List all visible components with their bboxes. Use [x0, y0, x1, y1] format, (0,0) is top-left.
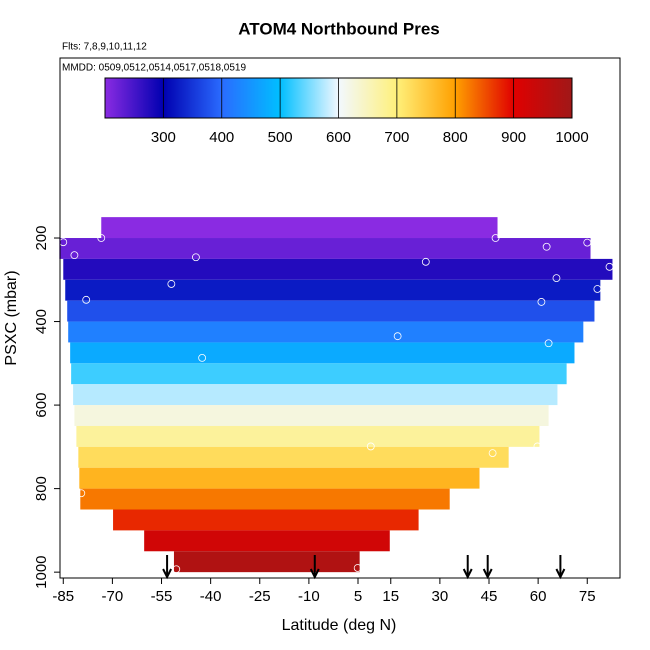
arrow-head	[309, 568, 320, 580]
band	[80, 488, 450, 510]
flight-arrow	[482, 555, 493, 580]
x-tick-label: 45	[481, 588, 498, 605]
sample-point	[167, 280, 176, 288]
colorbar-tick-label: 600	[326, 129, 351, 146]
x-tick-label: -10	[298, 588, 320, 605]
subtitle: MMDD: 0509,0512,0514,0517,0518,0519	[62, 63, 246, 74]
sample-point	[593, 285, 602, 293]
arrow-head	[462, 568, 473, 580]
band	[79, 467, 480, 489]
x-tick-label: -85	[52, 588, 74, 605]
band	[65, 279, 601, 301]
sample-point	[82, 295, 91, 304]
band	[101, 217, 498, 239]
sample-point	[97, 234, 106, 242]
colorbar-tick-label: 500	[268, 129, 293, 146]
band	[67, 300, 595, 322]
subtitle: Flts: 7,8,9,10,11,12	[62, 42, 147, 53]
colorbar-tick-label: 1000	[555, 129, 588, 146]
band	[144, 530, 390, 552]
plot-frame	[59, 57, 621, 579]
flight-arrow	[309, 555, 320, 580]
band	[63, 258, 613, 280]
sample-point	[353, 564, 362, 572]
flight-arrow	[555, 555, 566, 580]
sample-point	[552, 274, 561, 283]
sample-point	[488, 449, 497, 458]
y-tick-label: 200	[33, 226, 50, 251]
band	[68, 321, 584, 343]
band	[173, 551, 360, 573]
y-tick-label: 400	[33, 309, 50, 334]
x-tick-label: 5	[354, 588, 362, 605]
arrow-head	[162, 568, 172, 580]
band	[78, 446, 509, 468]
sample-point	[198, 353, 207, 362]
x-tick-label: -70	[102, 588, 124, 605]
band	[76, 425, 540, 447]
x-tick-label: 75	[579, 588, 596, 605]
sample-point	[172, 565, 181, 574]
band	[74, 405, 549, 426]
x-tick-label: 60	[530, 588, 547, 605]
band	[73, 384, 558, 406]
y-tick-label: 800	[33, 476, 50, 501]
x-tick-label: 30	[432, 588, 449, 605]
sample-point	[537, 298, 546, 306]
x-tick-label: -55	[151, 588, 173, 605]
colorbar-tick-label: 900	[501, 129, 526, 146]
sample-point	[192, 253, 200, 262]
x-axis-label: Latitude (deg N)	[282, 617, 397, 634]
x-tick-label: -40	[200, 588, 222, 605]
flight-arrow	[462, 555, 473, 580]
y-tick-label: 600	[33, 393, 50, 418]
band	[70, 342, 575, 364]
chart-title: ATOM4 Northbound Pres	[238, 19, 440, 38]
x-tick-label: 15	[382, 588, 399, 605]
colorbar-tick-label: 800	[443, 129, 468, 146]
arrow-head	[555, 568, 566, 580]
y-axis-label: PSXC (mbar)	[3, 270, 20, 365]
band	[71, 363, 567, 385]
x-tick-label: -25	[249, 588, 271, 605]
sample-point	[533, 442, 542, 451]
colorbar-tick-label: 700	[384, 129, 409, 146]
sample-point	[544, 339, 553, 348]
sample-point	[542, 242, 551, 251]
sample-point	[491, 234, 500, 242]
sample-point	[70, 251, 79, 260]
colorbar-tick-label: 400	[209, 129, 234, 146]
flight-arrow	[162, 555, 172, 580]
band	[113, 509, 419, 531]
band	[59, 238, 591, 259]
y-tick-label: 1000	[33, 555, 50, 588]
sample-point	[77, 489, 86, 498]
sample-point	[583, 238, 592, 247]
sample-point	[366, 442, 375, 451]
sample-point	[421, 257, 430, 266]
arrow-head	[482, 568, 493, 580]
sample-point	[605, 262, 614, 271]
colorbar-tick-label: 300	[151, 129, 176, 146]
sample-point	[393, 332, 402, 341]
